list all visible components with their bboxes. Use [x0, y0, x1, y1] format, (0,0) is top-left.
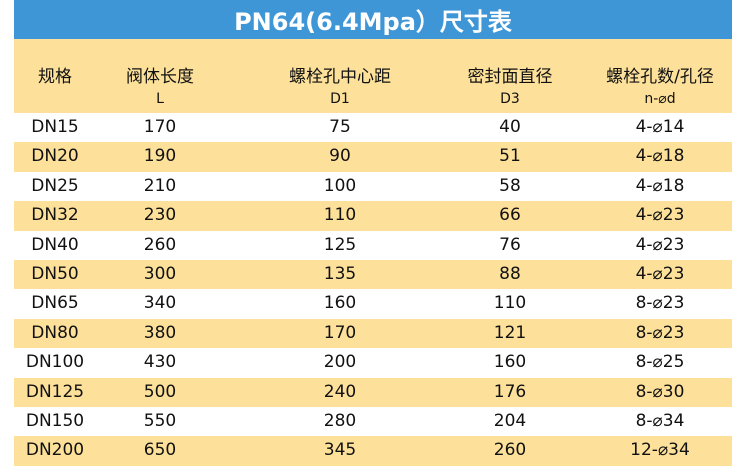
table-cell: 380	[143, 322, 177, 343]
table-cell: DN15	[31, 117, 79, 137]
table-row: DN100 430 200 160 8-⌀25	[14, 348, 732, 377]
table-cell: 8-⌀23	[635, 293, 685, 314]
table-cell: 650	[143, 440, 177, 461]
table-cell: 110	[493, 293, 527, 314]
table-cell: 345	[323, 440, 357, 461]
table-cell: 121	[493, 322, 527, 343]
table-cell: DN125	[25, 381, 85, 402]
table-cell: 8-⌀23	[635, 322, 685, 343]
table-row: DN125 500 240 176 8-⌀30	[14, 377, 732, 407]
table-row: DN15 170 75 40 4-⌀14	[14, 113, 732, 142]
table-title: PN64(6.4Mpa）尺寸表	[14, 0, 732, 39]
table-cell: DN150	[25, 410, 85, 431]
table-cell: 135	[323, 263, 357, 284]
header-sub-l: L	[156, 91, 164, 107]
header-spec: 规格	[38, 67, 72, 87]
table-cell: DN50	[31, 263, 79, 284]
table-cell: DN80	[31, 322, 79, 343]
table-cell: 260	[493, 440, 527, 461]
table-row: DN20 190 90 51 4-⌀18	[14, 142, 732, 172]
table-cell: 8-⌀25	[635, 352, 685, 373]
table-cell: 260	[143, 234, 177, 255]
table-cell: 90	[329, 146, 351, 167]
table-cell: 200	[323, 352, 357, 373]
table-cell: 4-⌀18	[635, 175, 685, 196]
table-row: DN50 300 135 88 4-⌀23	[14, 259, 732, 290]
table-header	[14, 39, 732, 113]
table-cell: DN40	[31, 234, 79, 255]
header-seal-diameter: 密封面直径	[467, 67, 553, 87]
table-cell: 75	[329, 117, 351, 137]
table-cell: 12-⌀34	[630, 440, 690, 461]
table-row: DN200 650 345 260 12-⌀34	[14, 436, 732, 466]
table-cell: DN65	[31, 293, 79, 314]
table-cell: 204	[493, 410, 527, 431]
table-cell: 170	[143, 117, 177, 137]
table-cell: 4-⌀23	[635, 205, 685, 226]
header-sub-nd: n-⌀d	[644, 91, 676, 107]
table-row: DN80 380 170 121 8-⌀23	[14, 318, 732, 349]
header-sub-d1: D1	[330, 91, 350, 107]
table-cell: 4-⌀14	[635, 117, 685, 137]
table-cell: 280	[323, 410, 357, 431]
table-cell: 430	[143, 352, 177, 373]
table-row: DN65 340 160 110 8-⌀23	[14, 289, 732, 318]
table-cell: 125	[323, 234, 357, 255]
table-cell: DN200	[25, 440, 85, 461]
table-cell: 240	[323, 381, 357, 402]
table-cell: DN100	[25, 352, 85, 373]
table-cell: 176	[493, 381, 527, 402]
table-row: DN32 230 110 66 4-⌀23	[14, 201, 732, 231]
table-row: DN40 260 125 76 4-⌀23	[14, 231, 732, 260]
table-cell: 100	[323, 175, 357, 196]
header-sub-d3: D3	[500, 91, 520, 107]
header-body-length: 阀体长度	[126, 67, 194, 87]
table-cell: 4-⌀18	[635, 146, 685, 167]
header-bolt-holes: 螺栓孔数/孔径	[606, 67, 714, 87]
table-cell: 170	[323, 322, 357, 343]
table-cell: 88	[499, 263, 521, 284]
table-cell: DN32	[31, 205, 79, 226]
table-cell: 58	[499, 175, 521, 196]
table-cell: 190	[143, 146, 177, 167]
table-cell: 51	[499, 146, 521, 167]
table-cell: 340	[143, 293, 177, 314]
table-cell: 8-⌀30	[635, 381, 685, 402]
table-cell: 66	[499, 205, 521, 226]
table-cell: DN20	[31, 146, 79, 167]
table-cell: 8-⌀34	[635, 410, 685, 431]
table-cell: 230	[143, 205, 177, 226]
table-cell: 160	[323, 293, 357, 314]
table-cell: 40	[499, 117, 521, 137]
table-cell: 550	[143, 410, 177, 431]
table-cell: 300	[143, 263, 177, 284]
table-cell: 210	[143, 175, 177, 196]
table-body: DN15 170 75 40 4-⌀14 DN20 190 90 51 4-⌀18 DN25 210 1…	[14, 113, 732, 466]
table-cell: 160	[493, 352, 527, 373]
header-bolt-center: 螺栓孔中心距	[289, 67, 391, 87]
table-row: DN25 210 100 58 4-⌀18	[14, 172, 732, 201]
table-cell: 4-⌀23	[635, 263, 685, 284]
table-row: DN150 550 280 204 8-⌀34	[14, 407, 732, 436]
table-cell: 76	[499, 234, 521, 255]
table-cell: 110	[323, 205, 357, 226]
table-cell: 4-⌀23	[635, 234, 685, 255]
table-cell: 500	[143, 381, 177, 402]
table-cell: DN25	[31, 175, 79, 196]
